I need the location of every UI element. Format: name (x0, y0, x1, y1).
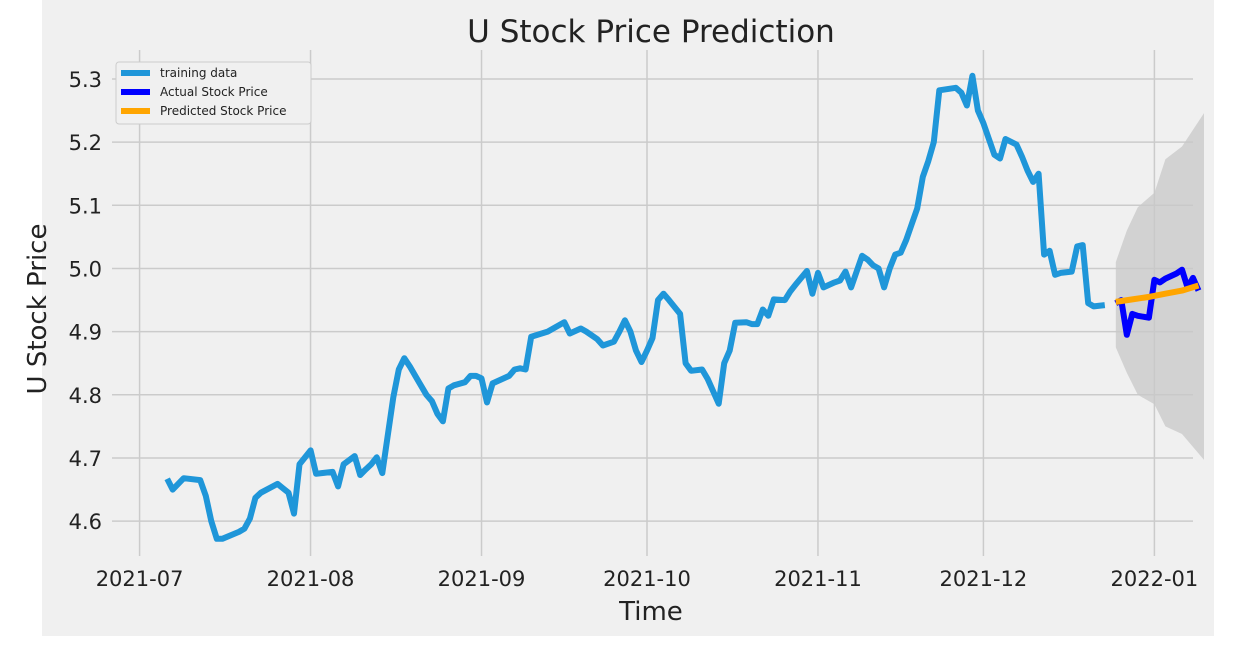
y-tick-label: 5.2 (69, 131, 102, 155)
chart-title: U Stock Price Prediction (467, 14, 835, 50)
confidence-band-layer (1115, 113, 1204, 460)
x-tick-label: 2022-01 (1111, 567, 1199, 591)
x-tick-label: 2021-07 (96, 567, 184, 591)
x-tick-label: 2021-08 (267, 567, 355, 591)
confidence-band (1115, 113, 1204, 460)
y-tick-label: 5.0 (69, 257, 102, 281)
y-tick-label: 4.8 (69, 384, 102, 408)
series-line-training-data (164, 72, 1106, 542)
y-tick-label: 5.1 (69, 194, 102, 218)
y-tick-label: 4.9 (69, 321, 102, 345)
legend-box (115, 61, 312, 125)
x-tick-label: 2021-12 (940, 567, 1028, 591)
legend-entry: Predicted Stock Price (160, 104, 286, 118)
series-line-predicted-stock-price (1115, 282, 1200, 305)
y-tick-label: 4.6 (69, 510, 102, 534)
x-tick-label: 2021-10 (603, 567, 691, 591)
y-tick-label: 5.3 (69, 68, 102, 92)
y-axis-title: U Stock Price (23, 224, 53, 395)
x-tick-label: 2021-09 (438, 567, 526, 591)
y-tick-label: 4.7 (69, 447, 102, 471)
series-layer (164, 72, 1202, 542)
legend-entry: Actual Stock Price (160, 85, 268, 99)
x-tick-labels: 2021-07 2021-08 2021-09 2021-10 2021-11 2021-… (96, 567, 1199, 591)
x-axis-title: Time (618, 597, 683, 627)
x-tick-label: 2021-11 (774, 567, 862, 591)
series-line-actual-stock-price (1114, 266, 1202, 338)
legend: training data Actual Stock Price Predicted… (115, 61, 312, 125)
legend-entry: training data (160, 66, 237, 80)
y-tick-labels: 4.6 4.7 4.8 4.9 5.0 5.1 5.2 5.3 (69, 68, 102, 534)
